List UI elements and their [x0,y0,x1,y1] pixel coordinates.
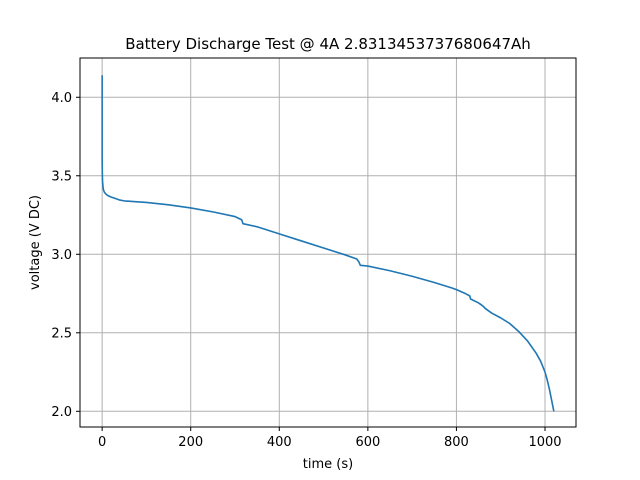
x-axis-title: time (s) [303,457,353,472]
axes-frame [79,57,577,428]
x-tick-label: 600 [355,435,380,450]
ticks: 0 200 400 600 800 1000 2.0 2.5 3.0 3.5 4.0 [51,91,561,450]
x-tick-label: 0 [98,435,106,450]
x-tick-label: 1000 [528,435,561,450]
chart-title: Battery Discharge Test @ 4A 2.8313453737… [125,35,531,53]
grid [80,58,576,427]
series-line [101,75,555,412]
y-tick-label: 2.0 [51,405,72,420]
x-tick-label: 400 [267,435,292,450]
y-tick-label: 4.0 [51,91,72,106]
y-tick-label: 3.0 [51,248,72,263]
y-axis-title: voltage (V DC) [28,195,43,290]
x-tick-label: 200 [178,435,203,450]
x-tick-label: 800 [444,435,469,450]
y-tick-label: 2.5 [51,326,72,341]
plot-area [101,75,555,412]
y-tick-label: 3.5 [51,169,72,184]
